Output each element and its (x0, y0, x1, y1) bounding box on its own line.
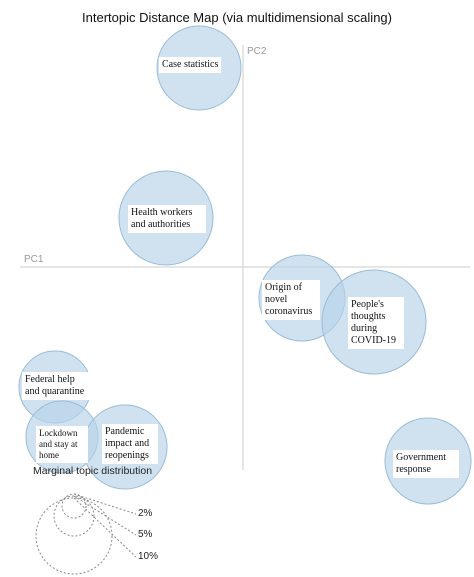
legend-leader (73, 497, 137, 558)
topic-label: Health workers and authorities (128, 205, 206, 233)
legend-label: 2% (138, 508, 153, 519)
legend-label: 10% (138, 551, 159, 562)
legend-leader (73, 493, 137, 515)
axis-label: PC2 (247, 46, 267, 57)
legend-leader (73, 495, 137, 536)
legend-circle (53, 495, 95, 537)
legend-label: 5% (138, 529, 153, 540)
topic-label: Pandemic impact and reopenings (102, 424, 158, 464)
topic-label: Case statistics (159, 57, 222, 73)
topic-label: Government response (393, 450, 459, 478)
legend-circle (35, 497, 113, 575)
topic-label: People's thoughts during COVID-19 (348, 297, 404, 349)
topic-label: Origin of novel coronavirus (262, 280, 320, 320)
topic-label: Lockdown and stay at home (36, 426, 88, 463)
axis-label: PC1 (24, 254, 44, 265)
legend-title: Marginal topic distribution (33, 465, 153, 477)
title: Intertopic Distance Map (via multidimens… (82, 10, 392, 25)
topic-label: Federal help and quarantine (22, 372, 94, 400)
